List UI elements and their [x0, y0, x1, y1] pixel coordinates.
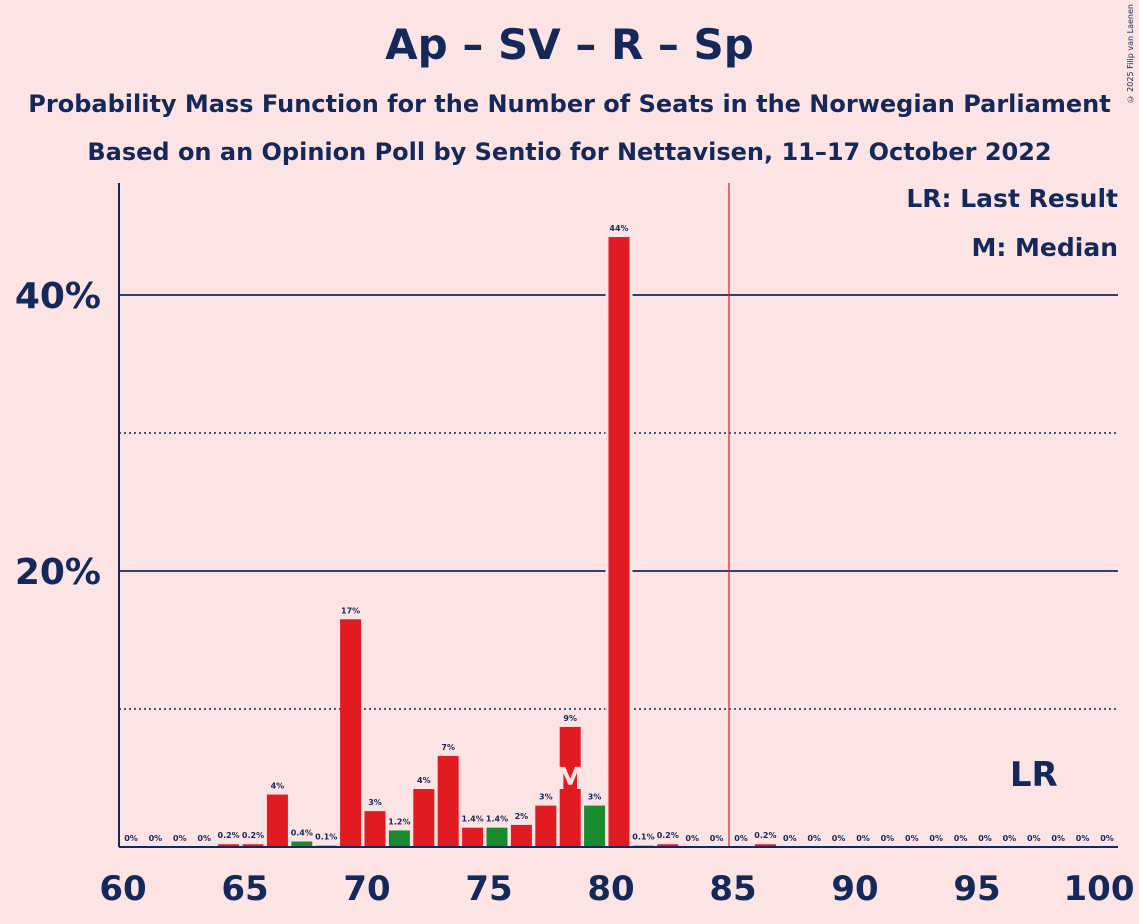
bar: [584, 805, 606, 847]
bar-label: 0%: [734, 834, 748, 843]
x-tick-label: 65: [221, 869, 268, 909]
bar: [388, 830, 410, 847]
bar: [510, 824, 532, 847]
bar-label: 0.2%: [242, 831, 264, 840]
bar: [291, 841, 313, 847]
bar-label: 0.2%: [657, 831, 679, 840]
x-tick-label: 100: [1064, 869, 1135, 909]
bar: [437, 755, 459, 847]
bar: [242, 844, 264, 847]
bar-label: 0.4%: [291, 828, 313, 837]
bar-label: 0%: [1003, 834, 1017, 843]
legend-median: M: Median: [971, 233, 1118, 262]
x-tick-label: 80: [587, 869, 634, 909]
x-tick-label: 60: [99, 869, 146, 909]
bar: [218, 844, 240, 847]
bar: [486, 827, 508, 847]
legend-last-result: LR: Last Result: [906, 184, 1118, 213]
bar-label: 1.2%: [388, 817, 410, 826]
bar-label: 0%: [929, 834, 943, 843]
bar-label: 0%: [710, 834, 724, 843]
bar-label: 0%: [881, 834, 895, 843]
bar-label: 9%: [563, 714, 577, 723]
bar-label: 0%: [149, 834, 163, 843]
bar: [608, 237, 630, 848]
bar-label: 4%: [271, 782, 285, 791]
chart-subtitle: Probability Mass Function for the Number…: [28, 90, 1111, 118]
bar-label: 3%: [539, 793, 553, 802]
bar-label: 0%: [978, 834, 992, 843]
x-tick-label: 90: [831, 869, 878, 909]
bar-label: 1.4%: [462, 815, 484, 824]
bar-label: 7%: [441, 743, 455, 752]
bar-label: 0.1%: [315, 833, 337, 842]
bar-label: 0%: [197, 834, 211, 843]
bar: [266, 794, 288, 847]
bar: [462, 827, 484, 847]
last-result-marker: LR: [1010, 755, 1058, 795]
bar-label: 17%: [341, 606, 360, 615]
bar-label: 0%: [685, 834, 699, 843]
median-marker: M: [555, 762, 585, 797]
x-tick-label: 95: [953, 869, 1000, 909]
bar-label: 2%: [515, 812, 529, 821]
bar-label: 0.1%: [632, 833, 654, 842]
bar-label: 0%: [905, 834, 919, 843]
x-tick-label: 70: [343, 869, 390, 909]
bar-label: 0.2%: [218, 831, 240, 840]
bar-label: 0%: [1100, 834, 1114, 843]
y-tick-label: 20%: [15, 552, 101, 593]
bar-label: 0%: [807, 834, 821, 843]
y-tick-label: 40%: [15, 276, 101, 317]
bar: [535, 805, 557, 847]
x-tick-label: 75: [465, 869, 512, 909]
bar-label: 0%: [954, 834, 968, 843]
bar: [657, 844, 679, 847]
bar: [754, 844, 776, 847]
bar-label: 3%: [588, 793, 602, 802]
bar-label: 4%: [417, 776, 431, 785]
bar-label: 0.2%: [754, 831, 776, 840]
bar-label: 0%: [1027, 834, 1041, 843]
bar-label: 0%: [1051, 834, 1065, 843]
bar: [413, 789, 435, 847]
bar-label: 0%: [856, 834, 870, 843]
bar-label: 0%: [783, 834, 797, 843]
bar-label: 0%: [124, 834, 138, 843]
bar-label: 0%: [173, 834, 187, 843]
bar-label: 0%: [1076, 834, 1090, 843]
chart-title: Ap – SV – R – Sp: [385, 20, 754, 69]
bar-label: 1.4%: [486, 815, 508, 824]
bar-label: 44%: [609, 224, 628, 233]
bar-label: 0%: [832, 834, 846, 843]
bar-label: 3%: [368, 798, 382, 807]
x-tick-label: 85: [709, 869, 756, 909]
bar: [559, 726, 581, 847]
bar: [340, 619, 362, 847]
chart-source-line: Based on an Opinion Poll by Sentio for N…: [87, 138, 1052, 166]
bar: [364, 811, 386, 847]
